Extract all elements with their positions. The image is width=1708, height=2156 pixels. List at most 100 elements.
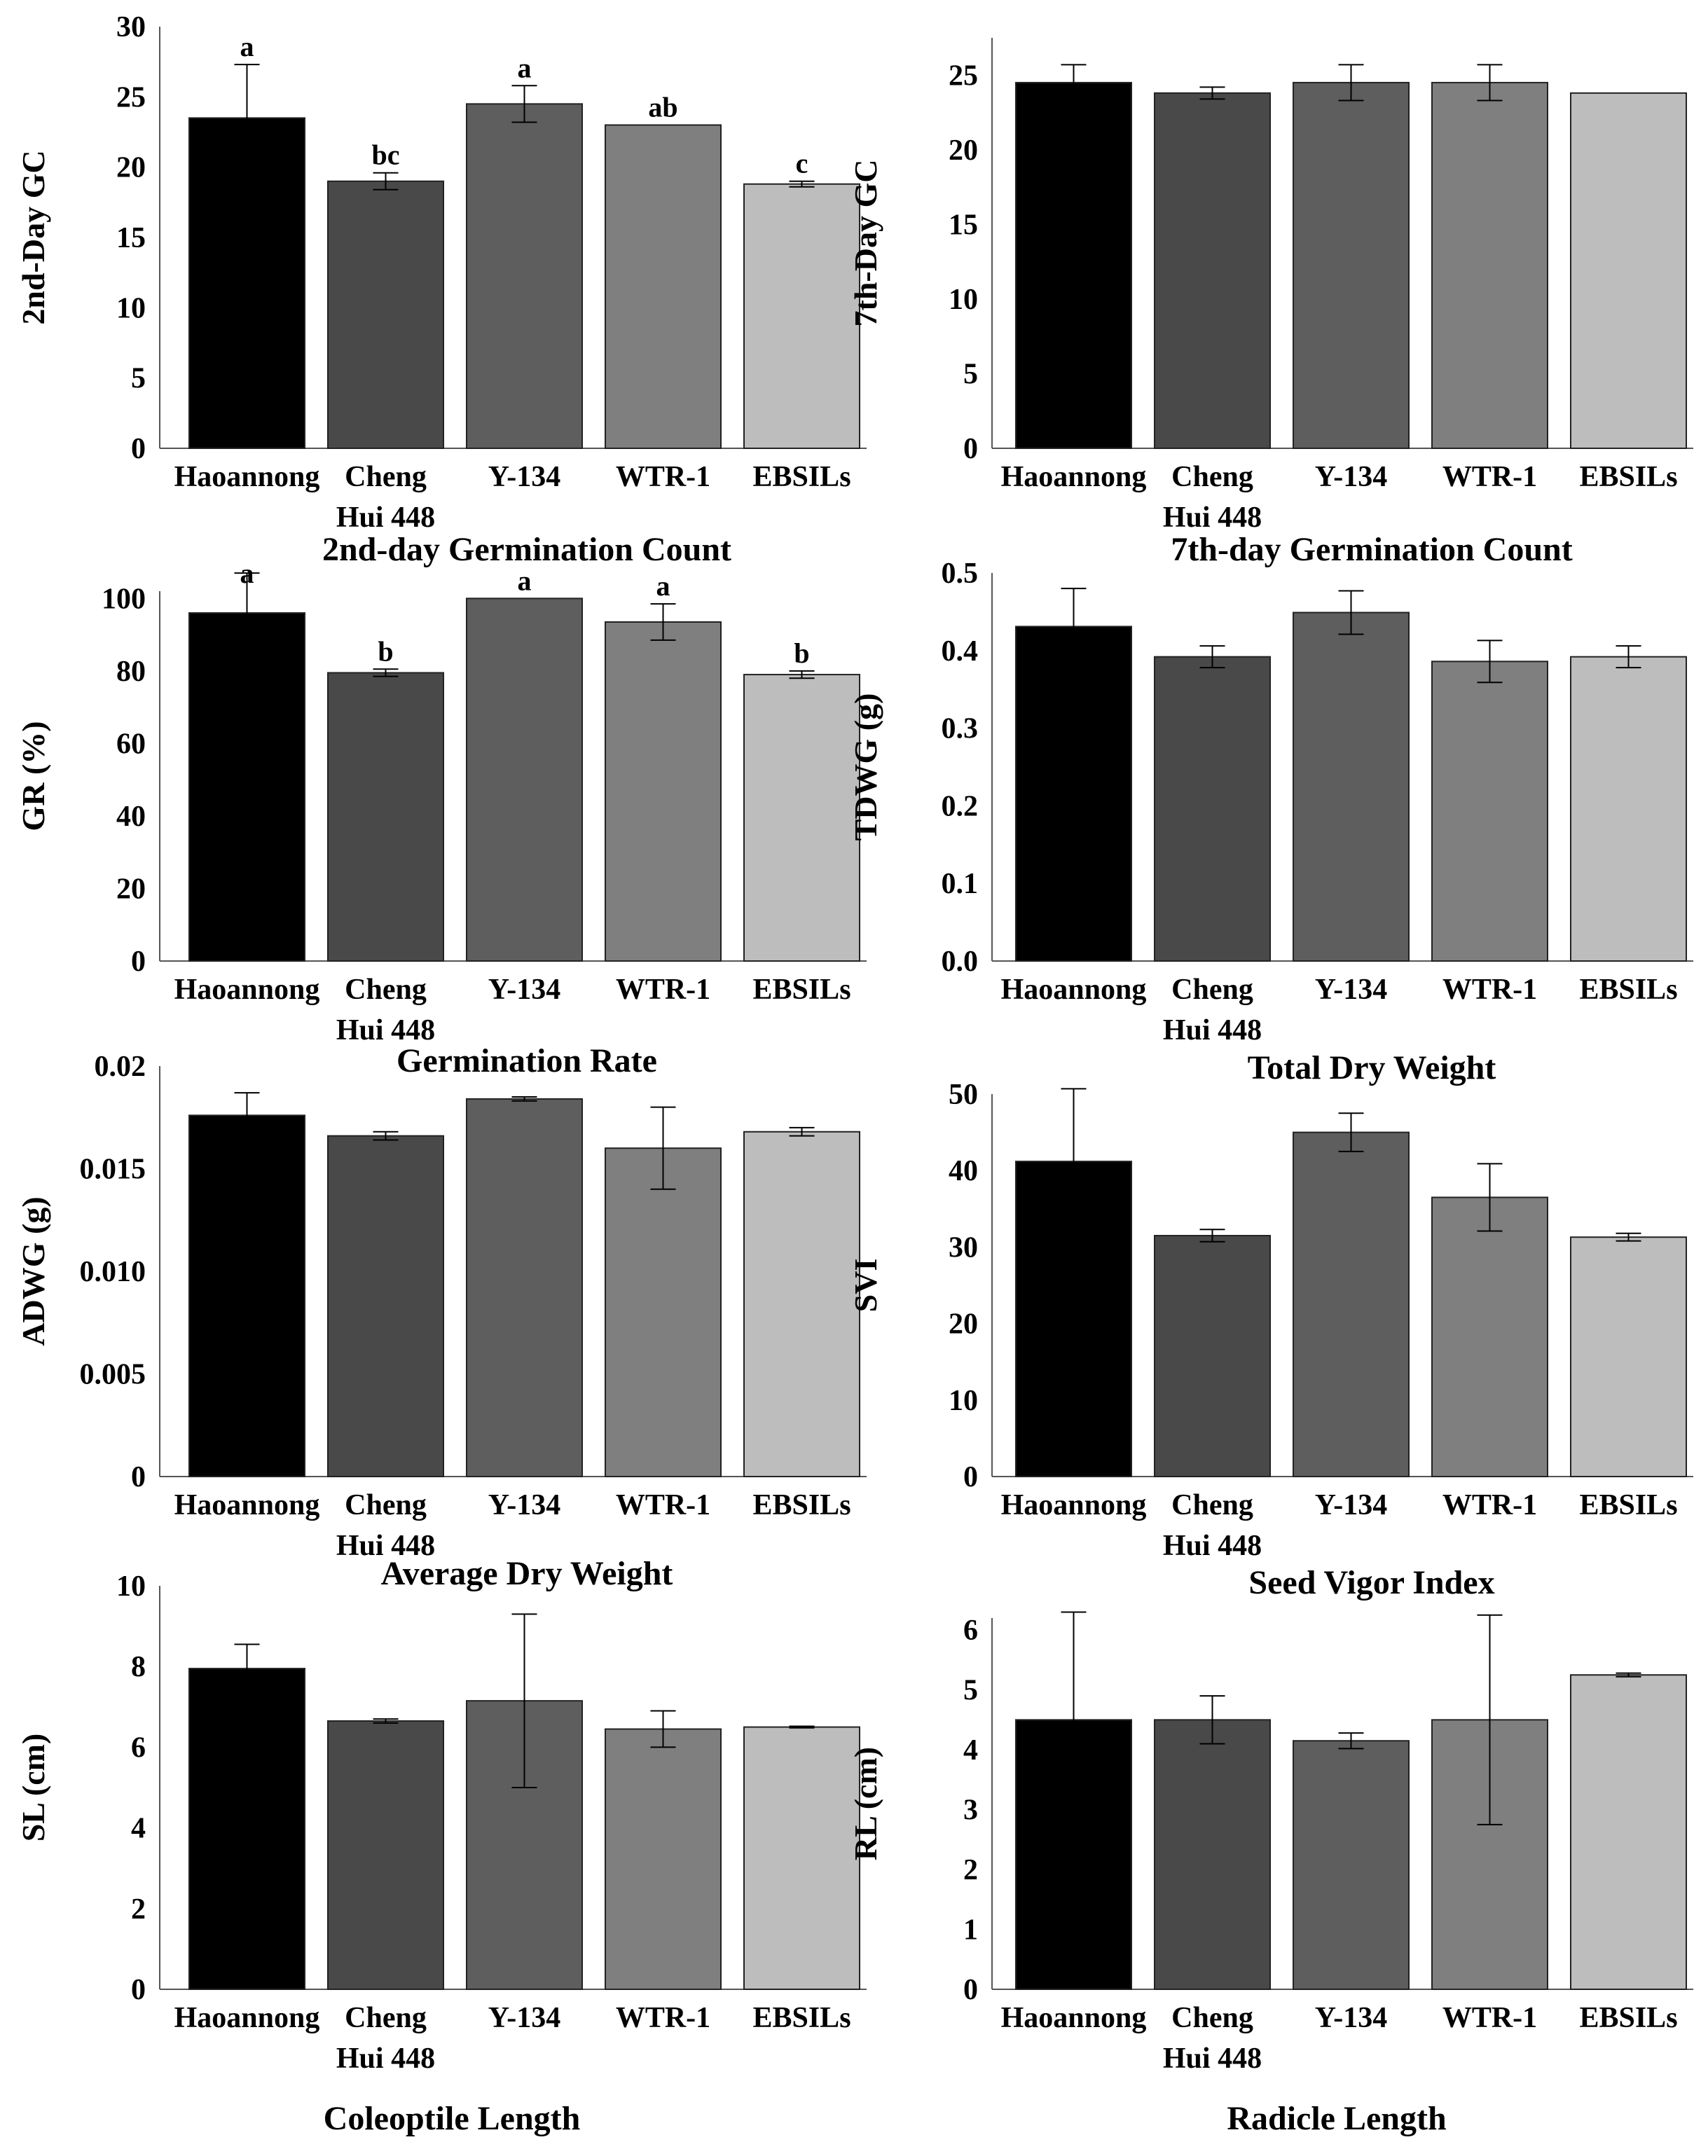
y-tick-label: 15 <box>116 222 146 254</box>
y-axis-label: 7th-Day GC <box>848 160 883 327</box>
y-tick-label: 0 <box>963 433 978 465</box>
x-tick-label: Cheng <box>1171 461 1253 493</box>
bar <box>1293 1131 1410 1477</box>
bar <box>188 1114 305 1477</box>
chart-7: 0 2 4 6 8 10 SL (cm) Haoannong Cheng Hui 448 Y-134… <box>15 1570 867 2137</box>
y-tick-label: 0 <box>131 433 146 465</box>
y-tick-label: 60 <box>116 728 146 760</box>
bar <box>327 180 444 449</box>
y-tick-label: 10 <box>949 1385 978 1417</box>
x-tick-label: Cheng <box>1171 974 1253 1006</box>
significance-letter: b <box>794 637 809 669</box>
bar <box>1570 1674 1687 1991</box>
bar <box>1154 92 1271 450</box>
y-tick-label: 0.02 <box>95 1051 146 1083</box>
y-tick-label: 0.3 <box>942 713 979 745</box>
x-tick-label: Haoannong <box>174 461 320 493</box>
chart-6: 0 10 20 30 40 50 SVI Haoannong Cheng Hui 448 Y-134… <box>848 1079 1693 1601</box>
y-tick-label: 3 <box>963 1795 978 1827</box>
y-tick-label: 20 <box>116 152 146 184</box>
y-tick-label: 5 <box>131 363 146 395</box>
y-tick-label: 25 <box>116 81 146 113</box>
x-tick-label: WTR-1 <box>616 974 710 1006</box>
significance-letter: a <box>240 31 254 62</box>
x-tick-label: Hui 448 <box>1163 1014 1262 1046</box>
y-tick-label: 0 <box>131 1461 146 1493</box>
x-tick-label: WTR-1 <box>1442 1489 1537 1521</box>
y-tick-label: 2 <box>131 1893 146 1926</box>
x-tick-label: Y-134 <box>488 461 560 493</box>
bar <box>605 621 722 962</box>
bar <box>1015 81 1132 450</box>
x-tick-label: Cheng <box>345 974 427 1006</box>
y-tick-label: 4 <box>963 1734 978 1767</box>
x-tick-label: Cheng <box>1171 2002 1253 2034</box>
x-tick-label: Y-134 <box>1315 2002 1387 2034</box>
bar <box>1293 611 1410 962</box>
chart-title: Average Dry Weight <box>381 1555 673 1592</box>
x-tick-label: WTR-1 <box>1442 2002 1537 2034</box>
chart-title: Total Dry Weight <box>1248 1049 1496 1086</box>
x-tick-label: EBSILs <box>752 1489 850 1521</box>
x-tick-label: Hui 448 <box>1163 2043 1262 2075</box>
y-axis-label: GR (%) <box>15 721 51 831</box>
x-tick-label: Hui 448 <box>336 502 435 534</box>
y-tick-label: 30 <box>116 11 146 43</box>
x-tick-label: Y-134 <box>1315 974 1387 1006</box>
bar <box>188 612 305 962</box>
chart-title: 2nd-day Germination Count <box>322 531 731 568</box>
x-tick-label: Haoannong <box>1001 974 1147 1006</box>
y-tick-label: 50 <box>949 1079 978 1111</box>
y-tick-label: 0.1 <box>942 868 979 900</box>
y-tick-label: 0 <box>963 1974 978 2006</box>
y-tick-label: 1 <box>963 1914 978 1947</box>
y-tick-label: 40 <box>116 801 146 833</box>
bar <box>1431 1719 1548 1990</box>
bar <box>1570 92 1687 450</box>
bar <box>1570 1236 1687 1477</box>
bar <box>743 183 860 449</box>
y-tick-label: 25 <box>949 60 978 92</box>
y-tick-label: 30 <box>949 1231 978 1264</box>
x-tick-label: Haoannong <box>1001 461 1147 493</box>
x-tick-label: Haoannong <box>174 1489 320 1521</box>
bar <box>327 1135 444 1477</box>
y-tick-label: 40 <box>949 1155 978 1187</box>
x-tick-label: EBSILs <box>1579 974 1677 1006</box>
significance-letter: ab <box>648 91 677 123</box>
bar <box>743 1726 860 1991</box>
y-tick-label: 6 <box>963 1615 978 1647</box>
y-axis-label: ADWG (g) <box>15 1196 51 1346</box>
y-tick-label: 0.5 <box>942 558 979 590</box>
bar <box>1293 81 1410 450</box>
y-tick-label: 0.4 <box>942 635 979 668</box>
y-tick-label: 0.010 <box>80 1256 146 1288</box>
chart-title: Seed Vigor Index <box>1248 1564 1494 1601</box>
bar <box>743 674 860 962</box>
y-tick-label: 0.005 <box>80 1359 146 1391</box>
x-tick-label: WTR-1 <box>1442 461 1537 493</box>
x-tick-label: Y-134 <box>488 974 560 1006</box>
chart-8: 0 1 2 3 4 5 6 RL (cm) Haoannong Cheng Hui 448 Y-134… <box>848 1611 1693 2137</box>
x-tick-label: Haoannong <box>174 974 320 1006</box>
y-tick-label: 20 <box>949 1308 978 1341</box>
bar <box>1570 656 1687 962</box>
x-tick-label: EBSILs <box>1579 2002 1677 2034</box>
significance-letter: a <box>518 565 532 596</box>
bar <box>466 103 583 449</box>
x-tick-label: Hui 448 <box>336 1530 435 1562</box>
bar <box>1154 656 1271 962</box>
x-tick-label: Y-134 <box>1315 1489 1387 1521</box>
x-tick-label: Haoannong <box>174 2002 320 2034</box>
significance-letter: a <box>518 52 532 83</box>
bar <box>327 672 444 962</box>
x-tick-label: Haoannong <box>1001 2002 1147 2034</box>
y-tick-label: 6 <box>131 1732 146 1764</box>
bar <box>1431 81 1548 450</box>
x-tick-label: EBSILs <box>1579 1489 1677 1521</box>
x-tick-label: EBSILs <box>1579 461 1677 493</box>
x-tick-label: Cheng <box>1171 1489 1253 1521</box>
bar <box>1431 661 1548 962</box>
x-tick-label: Cheng <box>345 2002 427 2034</box>
bar <box>466 597 583 962</box>
